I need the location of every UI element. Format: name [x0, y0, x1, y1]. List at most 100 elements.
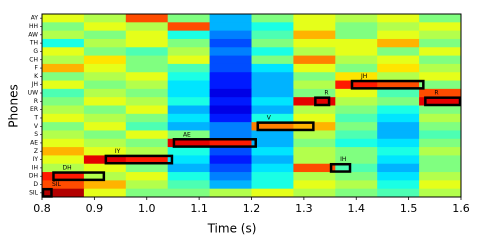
heatmap-cell [419, 180, 462, 190]
segment-label: AE [183, 131, 191, 138]
heatmap-cell [83, 47, 127, 57]
heatmap-cell [167, 88, 211, 98]
heatmap-cell [377, 72, 420, 82]
heatmap-cell [125, 122, 169, 131]
heatmap-cell [42, 138, 85, 148]
heatmap-cell [377, 138, 420, 148]
heatmap-cell [419, 88, 462, 98]
heatmap-cell [83, 172, 127, 181]
heatmap-cell [42, 180, 85, 190]
y-tick-label: K [34, 73, 39, 80]
heatmap-cell [419, 72, 462, 82]
heatmap-cell [42, 172, 85, 181]
heatmap-cell [293, 113, 336, 123]
heatmap-cell [293, 130, 336, 140]
heatmap-cell [335, 30, 378, 40]
heatmap-cell [125, 130, 169, 140]
heatmap-cell [42, 105, 85, 115]
heatmap-cell [335, 97, 378, 106]
heatmap-cell [42, 97, 85, 106]
heatmap-cell [125, 113, 169, 123]
heatmap-cell [377, 122, 420, 131]
heatmap-cell [209, 113, 252, 123]
y-axis-label: Phones [7, 84, 21, 127]
heatmap-cell [251, 163, 294, 173]
heatmap-cell [251, 122, 294, 131]
heatmap-cell [209, 180, 252, 190]
segment-label: IY [115, 148, 121, 155]
heatmap-cell [335, 38, 378, 48]
heatmap-cell [335, 72, 378, 82]
heatmap-cell [42, 55, 85, 65]
heatmap-cell [377, 188, 420, 198]
heatmap-cell [83, 113, 127, 123]
heatmap-cell [42, 22, 85, 32]
heatmap-cell [335, 63, 378, 73]
heatmap-cell [251, 88, 294, 98]
segment-label: IH [340, 156, 346, 163]
heatmap-cell [125, 80, 169, 90]
heatmap-cell [125, 105, 169, 115]
x-tick-label: 1.6 [452, 202, 470, 215]
heatmap-cell [42, 63, 85, 73]
y-tick-label: ER [30, 106, 38, 113]
heatmap-cell [209, 172, 252, 181]
alignment-box [314, 96, 331, 107]
heatmap-cell [293, 72, 336, 82]
heatmap-cell [209, 14, 252, 23]
heatmap-cell [42, 47, 85, 57]
heatmap-cell [419, 122, 462, 131]
heatmap-cell [167, 80, 211, 90]
heatmap-cell [377, 155, 420, 165]
heatmap-cell [377, 147, 420, 156]
segment-label: V [267, 115, 272, 122]
heatmap-cell [42, 147, 85, 156]
heatmap-cell [335, 113, 378, 123]
y-tick-label: G [33, 48, 38, 55]
heatmap-cell [209, 80, 252, 90]
heatmap-cell [125, 172, 169, 181]
heatmap-cell [251, 72, 294, 82]
heatmap-cell [419, 147, 462, 156]
heatmap-cell [293, 163, 336, 173]
segment-label: DH [62, 165, 71, 172]
heatmap-cell [42, 38, 85, 48]
heatmap-cell [83, 72, 127, 82]
heatmap-cell [125, 47, 169, 57]
heatmap-cell [377, 22, 420, 32]
heatmap-cell [125, 88, 169, 98]
heatmap-cell [251, 22, 294, 32]
heatmap-cell [83, 38, 127, 48]
heatmap-cell [335, 22, 378, 32]
heatmap-cell [167, 97, 211, 106]
heatmap-cell [293, 47, 336, 57]
heatmap-cell [419, 155, 462, 165]
heatmap-cell [419, 113, 462, 123]
heatmap-cell [251, 38, 294, 48]
heatmap-cell [42, 80, 85, 90]
heatmap-cell [83, 122, 127, 131]
segment-label: SIL [52, 181, 62, 188]
segment-label: JH [360, 73, 367, 80]
heatmap-cell [167, 55, 211, 65]
heatmap-cell [419, 163, 462, 173]
heatmap-cell [209, 30, 252, 40]
heatmap-cell [293, 147, 336, 156]
heatmap-cell [209, 130, 252, 140]
heatmap-cell [335, 47, 378, 57]
heatmap-cell [125, 72, 169, 82]
heatmap-cell [335, 147, 378, 156]
heatmap-cell [335, 80, 378, 90]
heatmap-cell [167, 155, 211, 165]
heatmap-cell [83, 22, 127, 32]
alignment-box [172, 138, 257, 148]
heatmap-cell [419, 22, 462, 32]
alignment-box [424, 96, 462, 107]
heatmap-cell [125, 97, 169, 106]
heatmap-cell [335, 188, 378, 198]
heatmap-cell [293, 14, 336, 23]
heatmap-cell [293, 180, 336, 190]
heatmap-cell [251, 172, 294, 181]
heatmap-cell [125, 38, 169, 48]
